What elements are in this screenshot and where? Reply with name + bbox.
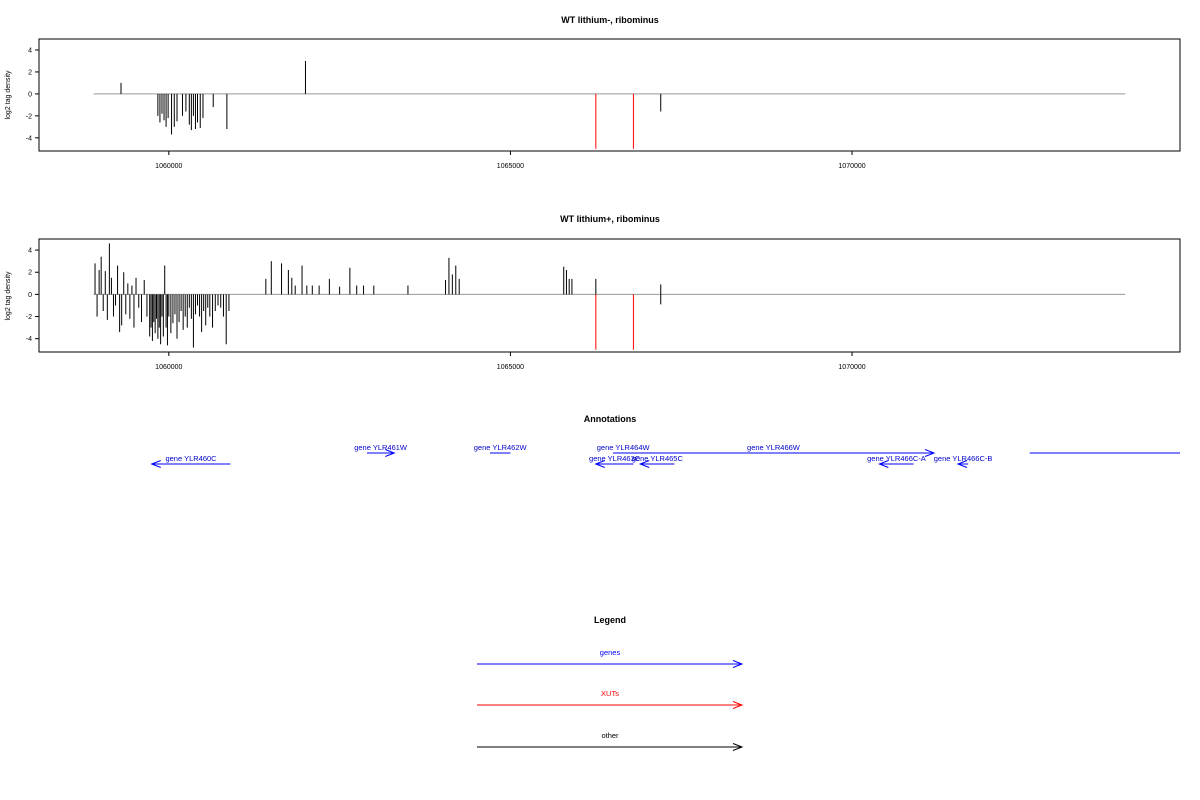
legend-item-xut: XUTs	[477, 689, 744, 709]
legend: Legend genes XUTs other	[477, 615, 744, 751]
gene-arrowhead	[385, 449, 396, 457]
gene-feature: gene YLR463C	[589, 454, 641, 468]
legend-arrowhead	[732, 660, 744, 668]
axes: 1060000 1065000 1070000 4 2 0 -2 -4	[26, 47, 866, 170]
gene-feature: gene YLR461W	[354, 443, 408, 457]
y-axis-label: log2 tag density	[5, 271, 12, 321]
y-tick-label: 4	[28, 47, 32, 54]
panel-lithium-minus: WT lithium-, ribominus log2 tag density …	[5, 15, 1181, 170]
gene-arrowhead	[956, 460, 968, 468]
gene-label: gene YLR462W	[474, 443, 528, 452]
y-tick-label: 0	[28, 292, 32, 299]
gene-label: gene YLR461W	[354, 443, 408, 452]
gene-label: gene YLR460C	[165, 454, 217, 463]
annotations-title: Annotations	[584, 414, 637, 424]
legend-arrowhead	[732, 701, 744, 709]
gene-feature: gene YLR465C	[632, 454, 684, 468]
x-tick-label: 1070000	[838, 364, 865, 371]
gene-marks: gene YLR460C gene YLR461W gene YLR462W gene…	[150, 443, 1180, 468]
legend-title: Legend	[594, 615, 626, 625]
gene-feature: gene YLR466C-B	[934, 454, 993, 468]
legend-label: genes	[600, 648, 621, 657]
bar-marks	[93, 60, 1126, 149]
gene-label: gene YLR463C	[589, 454, 641, 463]
legend-item-gene: genes	[477, 648, 744, 668]
legend-item-other: other	[477, 731, 744, 751]
y-tick-label: -4	[26, 336, 32, 343]
gene-arrowhead	[638, 460, 650, 468]
gene-arrowhead	[877, 460, 889, 468]
gene-label: gene YLR465C	[632, 454, 684, 463]
gene-arrowhead	[150, 460, 161, 468]
panel-title: WT lithium+, ribominus	[560, 214, 660, 224]
x-tick-label: 1060000	[155, 163, 182, 170]
legend-label: other	[601, 731, 619, 740]
gene-feature: gene YLR466C-A	[867, 454, 926, 468]
gene-arrowhead	[594, 460, 606, 468]
gene-feature: gene YLR464W	[597, 443, 651, 454]
panel-lithium-plus: WT lithium+, ribominus log2 tag density …	[5, 214, 1181, 371]
plot-frame	[38, 238, 1181, 353]
legend-items: genes XUTs other	[477, 648, 744, 751]
x-tick-label: 1060000	[155, 364, 182, 371]
y-axis-label: log2 tag density	[5, 70, 12, 120]
gene-label: gene YLR466W	[747, 443, 801, 452]
gene-feature: gene YLR466W	[612, 443, 936, 457]
y-tick-label: -4	[26, 135, 32, 142]
y-tick-label: -2	[26, 113, 32, 120]
axes: 1060000 1065000 1070000 4 2 0 -2 -4	[26, 248, 866, 371]
gene-feature: gene YLR460C	[150, 454, 231, 468]
legend-arrowhead	[732, 743, 744, 751]
gene-label: gene YLR466C-A	[867, 454, 926, 463]
gene-label: gene YLR464W	[597, 443, 651, 452]
y-tick-label: 2	[28, 270, 32, 277]
gene-label: gene YLR466C-B	[934, 454, 993, 463]
legend-label: XUTs	[601, 689, 619, 698]
x-tick-label: 1065000	[497, 364, 524, 371]
gene-feature: gene YLR462W	[474, 443, 528, 454]
y-tick-label: 4	[28, 248, 32, 255]
x-tick-label: 1065000	[497, 163, 524, 170]
x-tick-label: 1070000	[838, 163, 865, 170]
plot-frame	[38, 38, 1181, 152]
y-tick-label: -2	[26, 314, 32, 321]
panel-title: WT lithium-, ribominus	[561, 15, 659, 25]
gene-arrowhead	[924, 449, 936, 457]
y-tick-label: 0	[28, 91, 32, 98]
bar-marks	[93, 243, 1126, 350]
y-tick-label: 2	[28, 69, 32, 76]
